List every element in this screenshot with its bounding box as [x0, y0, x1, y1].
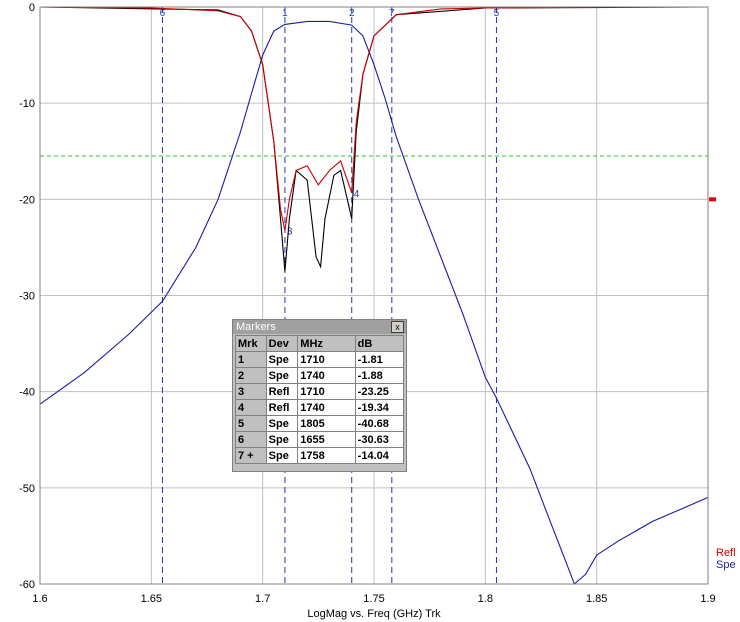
- marker-cell-db: -19.34: [354, 399, 405, 416]
- marker-cell-mhz: 1655: [297, 431, 356, 448]
- marker-cell-mhz: 1758: [297, 447, 356, 464]
- marker-label: 2: [349, 8, 355, 19]
- marker-cell-db: -30.63: [354, 431, 405, 448]
- marker-cell-dev: Spe: [265, 367, 299, 384]
- marker-cell-dev: Refl: [265, 399, 299, 416]
- x-tick-label: 1.6: [32, 593, 47, 605]
- marker-cell-mrk: 1: [235, 351, 267, 368]
- marker-cell-dev: Spe: [265, 431, 299, 448]
- x-tick-label: 1.9: [700, 593, 715, 605]
- marker-cell-dev: Spe: [265, 415, 299, 432]
- y-tick-label: -40: [19, 387, 35, 399]
- marker-cell-mhz: 1805: [297, 415, 356, 432]
- marker-cell-mrk: 4: [235, 399, 267, 416]
- series-line-refl: [39, 6, 708, 231]
- marker-cell-db: -14.04: [354, 447, 405, 464]
- y-tick-label: -60: [19, 579, 35, 591]
- marker-cell-mrk: 7 +: [235, 447, 267, 464]
- marker-cell-mhz: 1710: [297, 351, 356, 368]
- y-tick-label: 0: [29, 2, 35, 14]
- marker-label: 5: [494, 8, 500, 19]
- legend-entry: Refl: [716, 547, 736, 559]
- marker-cell-mrk: 2: [235, 367, 267, 384]
- marker-row[interactable]: 6 Spe 1655 -30.63: [235, 431, 405, 448]
- plot-frame: [39, 6, 709, 585]
- x-tick-label: 1.65: [141, 593, 162, 605]
- y-tick-label: -30: [19, 291, 35, 303]
- plot-grid: [39, 6, 709, 585]
- marker-cell-mrk: 3: [235, 383, 267, 400]
- x-tick-label: 1.8: [478, 593, 493, 605]
- series-group: [39, 6, 709, 585]
- header-mrk: Mrk: [235, 335, 267, 352]
- marker-cell-db: -40.68: [354, 415, 405, 432]
- marker-row[interactable]: 1 Spe 1710 -1.81: [235, 351, 405, 368]
- marker-label: 1: [282, 8, 288, 19]
- marker-cell-mrk: 5: [235, 415, 267, 432]
- marker-cell-db: -23.25: [354, 383, 405, 400]
- marker-label: 3: [287, 227, 293, 238]
- series-line-spe: [39, 20, 709, 585]
- reference-level-indicator: [709, 197, 716, 202]
- header-mhz: MHz: [297, 335, 356, 352]
- marker-cell-mrk: 6: [235, 431, 267, 448]
- markers-window-title: Markers: [236, 321, 276, 333]
- marker-row[interactable]: 3 Refl 1710 -23.25: [235, 383, 405, 400]
- marker-label: 6: [160, 8, 166, 19]
- marker-cell-db: -1.81: [354, 351, 405, 368]
- marker-label: 4: [354, 189, 360, 200]
- legend-entry: Spe: [716, 559, 736, 571]
- header-dev: Dev: [265, 335, 299, 352]
- x-tick-label: 1.75: [363, 593, 384, 605]
- marker-row[interactable]: 5 Spe 1805 -40.68: [235, 415, 405, 432]
- marker-cell-mhz: 1710: [297, 383, 356, 400]
- markers-window[interactable]: Markers x Mrk Dev MHz dB 1 Spe 1710 -1.81 2 S…: [232, 319, 407, 472]
- markers-header-row: Mrk Dev MHz dB: [235, 335, 405, 352]
- marker-row[interactable]: 2 Spe 1740 -1.88: [235, 367, 405, 384]
- x-tick-label: 1.85: [586, 593, 607, 605]
- marker-row[interactable]: 7 + Spe 1758 -14.04: [235, 447, 405, 464]
- header-db: dB: [354, 335, 405, 352]
- x-axis-label: LogMag vs. Freq (GHz) Trk: [307, 608, 441, 620]
- marker-cell-dev: Spe: [265, 447, 299, 464]
- x-tick-label: 1.7: [255, 593, 270, 605]
- marker-cell-db: -1.88: [354, 367, 405, 384]
- y-tick-label: -10: [19, 98, 35, 110]
- markers-table: Mrk Dev MHz dB 1 Spe 1710 -1.81 2 Spe 1740 -1.8…: [235, 335, 405, 464]
- marker-cell-dev: Spe: [265, 351, 299, 368]
- y-tick-label: -20: [19, 194, 35, 206]
- marker-row[interactable]: 4 Refl 1740 -19.34: [235, 399, 405, 416]
- markers-window-title-bar[interactable]: Markers x: [233, 320, 406, 334]
- axes: 1.6 1.65 1.7 1.75 1.8 1.85 1.9 0 -10 -20 -30 -40 -50…: [19, 2, 716, 605]
- marker-cell-dev: Refl: [265, 383, 299, 400]
- marker-cell-mhz: 1740: [297, 367, 356, 384]
- marker-cell-mhz: 1740: [297, 399, 356, 416]
- marker-label: 7: [389, 8, 395, 19]
- y-tick-label: -50: [19, 483, 35, 495]
- close-icon[interactable]: x: [391, 321, 404, 333]
